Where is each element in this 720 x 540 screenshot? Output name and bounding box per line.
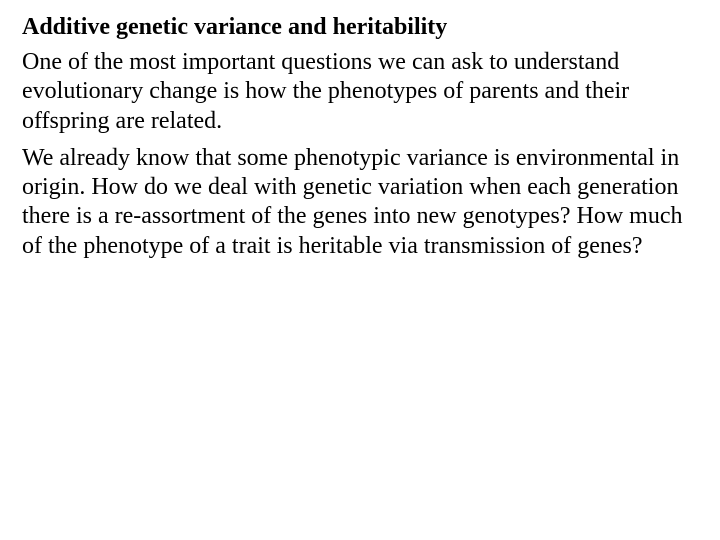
slide-paragraph-1: One of the most important questions we c… xyxy=(22,48,698,136)
slide-paragraph-2: We already know that some phenotypic var… xyxy=(22,144,698,261)
slide-heading: Additive genetic variance and heritabili… xyxy=(22,12,698,42)
